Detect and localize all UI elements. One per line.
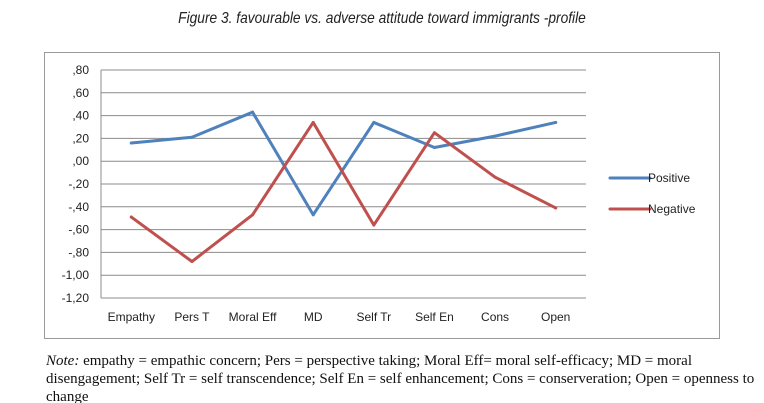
x-tick-label: Empathy [108, 310, 155, 324]
x-axis-ticks: Empathy Pers T Moral Eff MD Self Tr Self En Co… [108, 310, 571, 324]
x-tick-label: Self En [415, 310, 454, 324]
y-axis-ticks: ,80 ,60 ,40 ,20 ,00 -,20 -,40 -,60 -,80 -1,00 -1,2… [62, 63, 90, 305]
x-tick-label: MD [304, 310, 323, 324]
figure-title: Figure 3. favourable vs. adverse attitud… [178, 10, 586, 27]
data-point-positive [129, 141, 133, 145]
legend-label-negative: Negative [648, 202, 696, 216]
x-tick-label: Pers T [174, 310, 210, 324]
data-point-negative [372, 223, 376, 227]
legend: Positive Negative [608, 171, 696, 216]
data-point-positive [432, 146, 436, 150]
legend-label-positive: Positive [648, 171, 690, 185]
chart-frame [44, 52, 720, 339]
data-point-positive [493, 134, 497, 138]
y-tick-label: ,60 [72, 86, 89, 100]
x-tick-label: Open [541, 310, 570, 324]
series-line-negative [129, 120, 558, 264]
data-point-negative [554, 206, 558, 210]
data-point-negative [190, 260, 194, 264]
data-point-positive [251, 110, 255, 114]
y-tick-label: -1,20 [62, 291, 90, 305]
note-label: Note: [46, 353, 80, 369]
data-point-negative [311, 120, 315, 124]
data-point-positive [372, 120, 376, 124]
y-tick-label: -,60 [68, 223, 89, 237]
note-text: empathy = empathic concern; Pers = persp… [46, 353, 755, 403]
series-line-positive [129, 110, 558, 217]
gridlines [100, 69, 586, 299]
data-point-positive [311, 213, 315, 217]
data-point-negative [432, 131, 436, 135]
data-point-positive [554, 120, 558, 124]
series-lines [129, 110, 558, 264]
x-tick-label: Moral Eff [229, 310, 277, 324]
data-point-negative [251, 213, 255, 217]
data-point-negative [493, 175, 497, 179]
y-tick-label: -,80 [68, 245, 89, 259]
y-tick-label: ,20 [72, 131, 89, 145]
y-tick-label: -1,00 [62, 268, 90, 282]
y-tick-label: ,80 [72, 63, 89, 77]
figure-note: Note: empathy = empathic concern; Pers =… [46, 352, 758, 403]
data-point-positive [190, 135, 194, 139]
x-tick-label: Self Tr [356, 310, 391, 324]
y-tick-label: -,20 [68, 177, 89, 191]
y-tick-label: -,40 [68, 200, 89, 214]
data-point-negative [129, 215, 133, 219]
y-tick-label: ,00 [72, 154, 89, 168]
y-tick-label: ,40 [72, 109, 89, 123]
x-tick-label: Cons [481, 310, 509, 324]
